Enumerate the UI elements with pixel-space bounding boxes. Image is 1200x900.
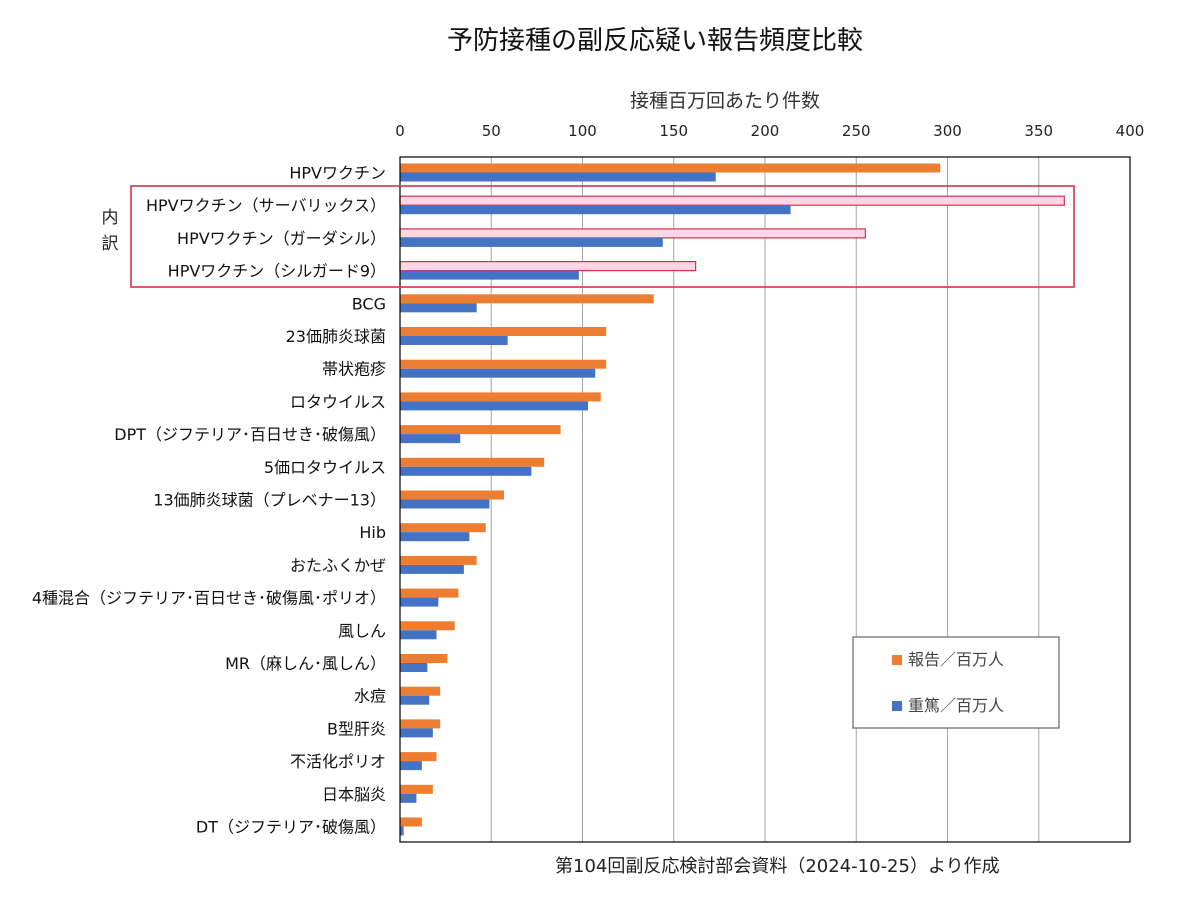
category-label: 23価肺炎球菌 bbox=[286, 327, 386, 346]
chart-title: 予防接種の副反応疑い報告頻度比較 bbox=[446, 26, 863, 56]
bar-report bbox=[400, 359, 607, 369]
x-axis-ticks: 0 50 100 150 200 250 300 350 400 bbox=[395, 122, 1144, 140]
x-tick-label: 350 bbox=[1024, 122, 1053, 140]
category-label: MR（麻しん･風しん） bbox=[225, 654, 386, 673]
bar-report bbox=[400, 588, 459, 598]
category-label: 帯状疱疹 bbox=[322, 360, 386, 379]
category-label: 5価ロタウイルス bbox=[264, 458, 386, 477]
legend-label-report: 報告／百万人 bbox=[908, 650, 1004, 669]
bar-report bbox=[400, 784, 433, 794]
category-label: HPVワクチン（シルガード9） bbox=[168, 262, 386, 281]
bar-report bbox=[400, 817, 422, 827]
bar-serious bbox=[400, 237, 663, 247]
bar-serious bbox=[400, 270, 579, 280]
bar-report bbox=[400, 621, 455, 631]
bar-serious bbox=[400, 466, 532, 476]
bar-report bbox=[399, 195, 1065, 206]
bar-report bbox=[400, 163, 941, 173]
x-tick-label: 400 bbox=[1116, 122, 1145, 140]
category-label: BCG bbox=[352, 294, 386, 313]
category-label: HPVワクチン（サーバリックス） bbox=[146, 196, 386, 215]
category-labels: HPVワクチン HPVワクチン（サーバリックス） HPVワクチン（ガーダシル） HPV… bbox=[32, 164, 386, 837]
category-label: DPT（ジフテリア･百日せき･破傷風） bbox=[114, 425, 386, 444]
bars bbox=[399, 163, 1065, 836]
bar-report bbox=[400, 555, 477, 565]
category-label: 13価肺炎球菌（プレベナー13） bbox=[153, 491, 386, 510]
x-tick-label: 150 bbox=[659, 122, 688, 140]
x-tick-label: 100 bbox=[568, 122, 597, 140]
bar-serious bbox=[400, 695, 430, 705]
bar-report bbox=[400, 457, 545, 467]
bar-report bbox=[400, 294, 654, 304]
bar-report bbox=[400, 392, 601, 402]
bar-report bbox=[400, 752, 437, 762]
category-label: HPVワクチン bbox=[289, 164, 386, 183]
bar-report bbox=[400, 425, 561, 435]
bar-serious bbox=[400, 205, 791, 215]
category-label: HPVワクチン（ガーダシル） bbox=[177, 229, 386, 248]
bar-report bbox=[399, 228, 866, 239]
bar-serious bbox=[400, 663, 428, 672]
bar-serious bbox=[400, 826, 404, 836]
category-label: おたふくかぜ bbox=[290, 556, 386, 575]
plot-frame bbox=[399, 156, 1131, 843]
gridlines bbox=[490, 157, 1040, 842]
bar-serious bbox=[400, 793, 417, 803]
breakdown-highlight-box bbox=[130, 185, 1075, 288]
bar-serious bbox=[400, 303, 477, 313]
x-tick-label: 250 bbox=[842, 122, 871, 140]
source-note: 第104回副反応検討部会資料（2024-10-25）より作成 bbox=[555, 856, 1000, 877]
bar-report bbox=[400, 490, 505, 500]
bar-serious bbox=[400, 172, 716, 182]
x-tick-label: 0 bbox=[395, 122, 405, 140]
legend: 報告／百万人 重篤／百万人 bbox=[852, 636, 1060, 729]
category-label: 日本脳炎 bbox=[322, 785, 386, 804]
bar-report bbox=[400, 523, 486, 533]
legend-swatch-serious bbox=[892, 701, 902, 711]
bar-report bbox=[400, 719, 441, 729]
category-label: 不活化ポリオ bbox=[290, 752, 386, 771]
legend-label-serious: 重篤／百万人 bbox=[908, 696, 1004, 715]
bar-serious bbox=[400, 597, 439, 607]
bar-serious bbox=[400, 761, 422, 771]
category-label: 水痘 bbox=[354, 687, 386, 706]
bar-serious bbox=[400, 434, 461, 444]
x-tick-label: 50 bbox=[482, 122, 501, 140]
category-label: ロタウイルス bbox=[290, 392, 386, 411]
category-label: 4種混合（ジフテリア･百日せき･破傷風･ポリオ） bbox=[32, 589, 386, 608]
x-tick-label: 200 bbox=[751, 122, 780, 140]
legend-box bbox=[852, 636, 1060, 729]
bar-serious bbox=[400, 532, 470, 542]
x-tick-label: 300 bbox=[933, 122, 962, 140]
bar-report bbox=[400, 327, 607, 336]
bar-report bbox=[400, 654, 448, 663]
bar-serious bbox=[400, 499, 490, 509]
breakdown-label: 内訳 bbox=[101, 208, 119, 254]
category-label: B型肝炎 bbox=[327, 719, 386, 738]
bar-serious bbox=[400, 368, 596, 378]
x-axis-title: 接種百万回あたり件数 bbox=[629, 90, 820, 112]
bar-serious bbox=[400, 728, 433, 738]
bar-serious bbox=[400, 336, 508, 345]
category-label: Hib bbox=[359, 523, 386, 542]
bar-report bbox=[399, 261, 697, 272]
bar-report bbox=[400, 686, 441, 696]
category-label: DT（ジフテリア･破傷風） bbox=[196, 818, 386, 837]
bar-serious bbox=[400, 630, 437, 640]
bar-serious bbox=[400, 564, 464, 574]
bar-serious bbox=[400, 401, 588, 411]
category-label: 風しん bbox=[338, 621, 386, 640]
legend-swatch-report bbox=[892, 655, 902, 665]
